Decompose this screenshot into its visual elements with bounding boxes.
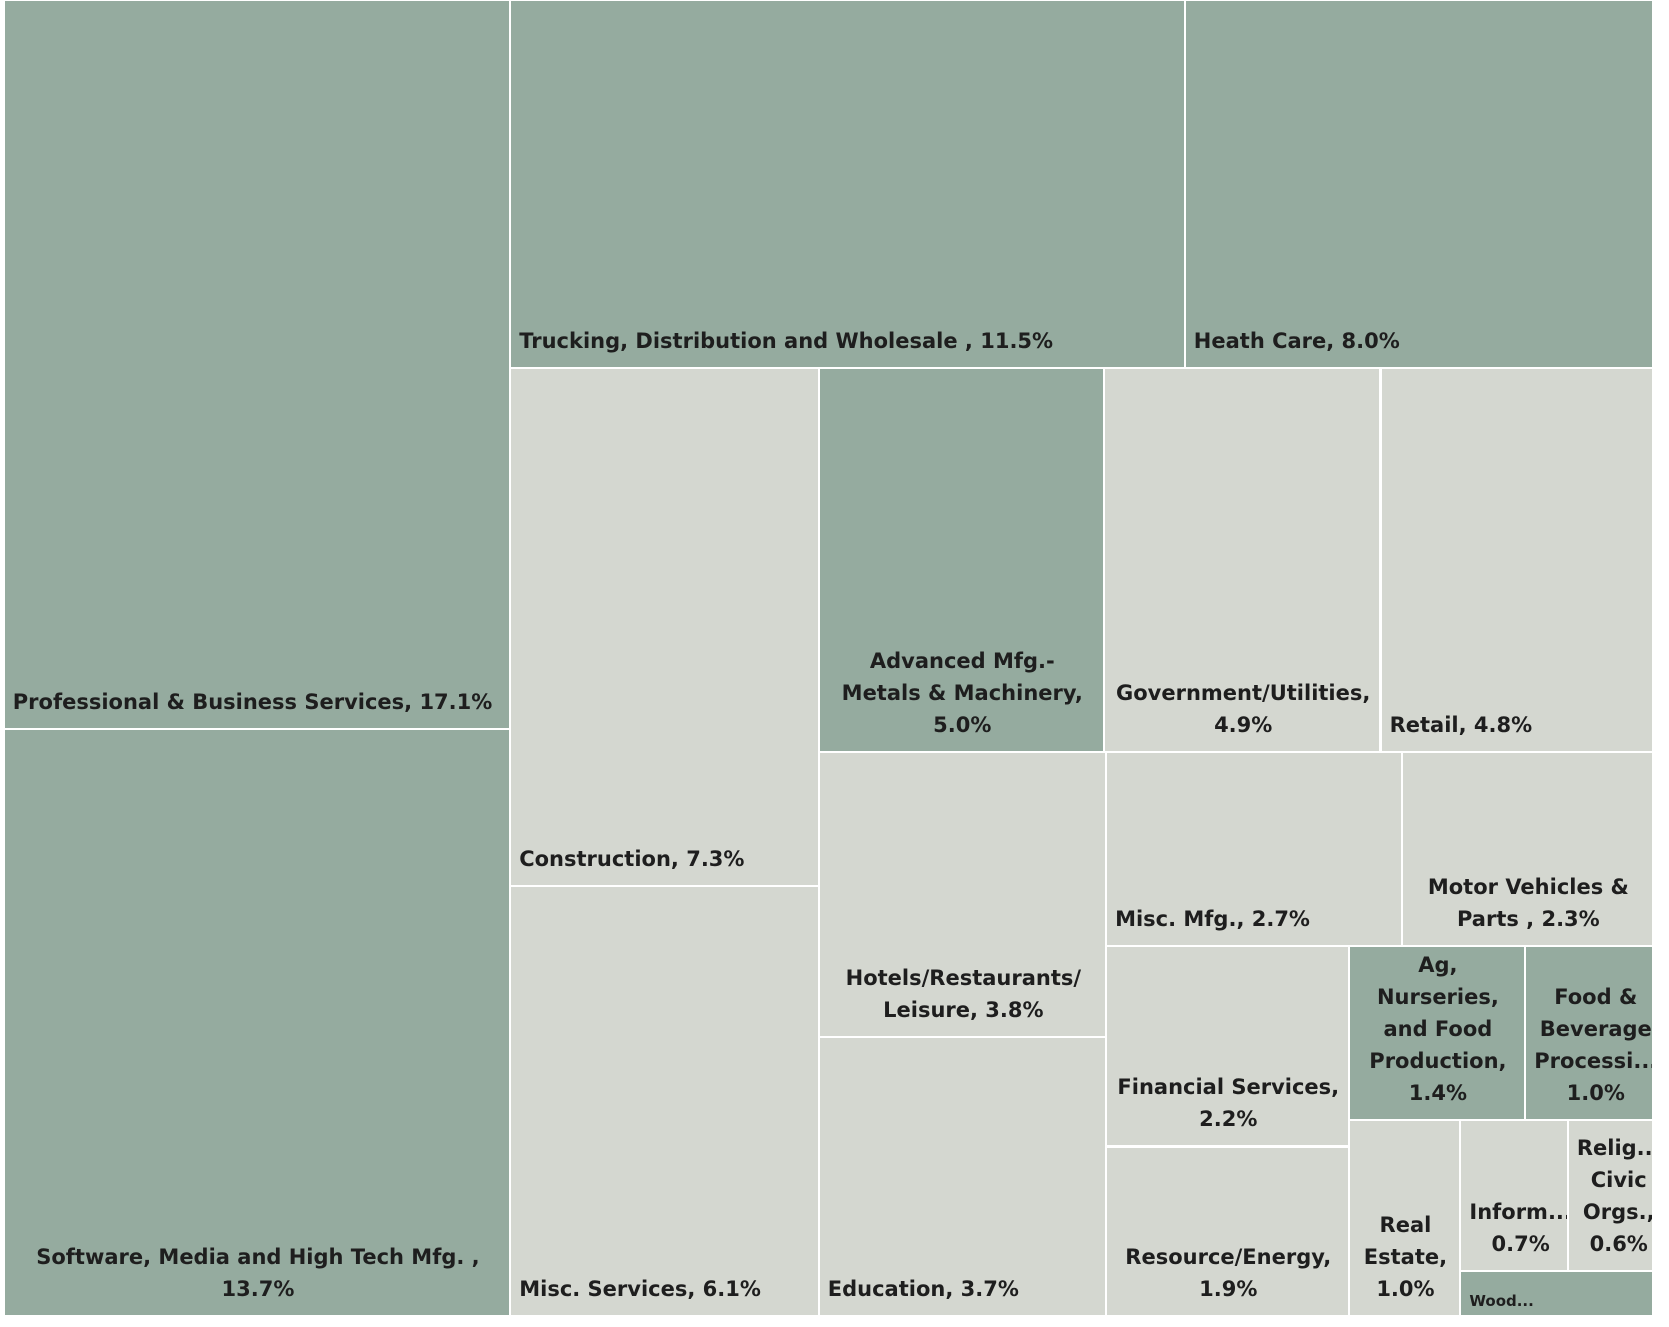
cell-label: Advanced Mfg.- Metals & Machinery, 5.0% xyxy=(841,648,1083,737)
cell-label: Government/Utilities, 4.9% xyxy=(1116,680,1371,737)
cell-label: Resource/Energy, 1.9% xyxy=(1125,1244,1332,1301)
treemap-cell: Advanced Mfg.- Metals & Machinery, 5.0% xyxy=(819,368,1103,751)
cell-label: Professional & Business Services, 17.1% xyxy=(12,690,493,715)
treemap-cell: Software, Media and High Tech Mfg. , 13.… xyxy=(4,730,510,1315)
treemap-cell: Hotels/Restaurants/ Leisure, 3.8% xyxy=(819,752,1105,1036)
cell-label: Ag, Nurseries, and Food Production, 1.4% xyxy=(1369,952,1507,1105)
treemap-cell: Wood... xyxy=(1461,1271,1652,1315)
treemap-cell: Government/Utilities, 4.9% xyxy=(1104,368,1380,751)
cell-label: Construction, 7.3% xyxy=(519,846,745,871)
cell-label: Real Estate, 1.0% xyxy=(1363,1212,1448,1301)
treemap-cell: Heath Care, 8.0% xyxy=(1185,0,1652,367)
cell-label: Wood... xyxy=(1469,1291,1534,1310)
cell-label: Relig... Civic Orgs., 0.6% xyxy=(1576,1135,1652,1256)
treemap-cell: Professional & Business Services, 17.1% xyxy=(4,0,510,729)
treemap-cell: Inform... 0.7% xyxy=(1461,1120,1567,1270)
treemap-cell: Food & Beverage Processi... 1.0% xyxy=(1526,947,1652,1119)
cell-label: Trucking, Distribution and Wholesale , 1… xyxy=(519,328,1054,353)
cell-label: Education, 3.7% xyxy=(827,1276,1019,1301)
cell-label: Misc. Mfg., 2.7% xyxy=(1115,907,1310,932)
treemap-cell: Misc. Mfg., 2.7% xyxy=(1107,752,1401,946)
cell-label: Food & Beverage Processi... 1.0% xyxy=(1534,984,1652,1105)
treemap-cell: Trucking, Distribution and Wholesale , 1… xyxy=(511,0,1184,367)
treemap-cell: Relig... Civic Orgs., 0.6% xyxy=(1568,1120,1652,1270)
cell-label: Hotels/Restaurants/ Leisure, 3.8% xyxy=(845,965,1082,1022)
cell-label: Financial Services, 2.2% xyxy=(1117,1075,1340,1132)
treemap-cell: Construction, 7.3% xyxy=(511,368,818,885)
treemap-cell: Motor Vehicles & Parts , 2.3% xyxy=(1402,752,1652,946)
treemap-cell: Retail, 4.8% xyxy=(1381,368,1652,751)
cell-label: Heath Care, 8.0% xyxy=(1193,328,1400,353)
treemap-cell: Ag, Nurseries, and Food Production, 1.4% xyxy=(1349,947,1525,1119)
cell-label: Retail, 4.8% xyxy=(1389,712,1533,737)
cell-label: Inform... 0.7% xyxy=(1469,1199,1567,1256)
treemap-cell: Misc. Services, 6.1% xyxy=(511,886,818,1315)
treemap-cell: Education, 3.7% xyxy=(819,1037,1105,1315)
cell-label: Software, Media and High Tech Mfg. , 13.… xyxy=(36,1244,480,1301)
treemap-cell: Financial Services, 2.2% xyxy=(1107,947,1348,1146)
treemap-cell: Real Estate, 1.0% xyxy=(1349,1120,1460,1315)
cell-label: Misc. Services, 6.1% xyxy=(519,1276,761,1301)
treemap-cell: Resource/Energy, 1.9% xyxy=(1107,1147,1348,1315)
cell-label: Motor Vehicles & Parts , 2.3% xyxy=(1427,875,1629,932)
